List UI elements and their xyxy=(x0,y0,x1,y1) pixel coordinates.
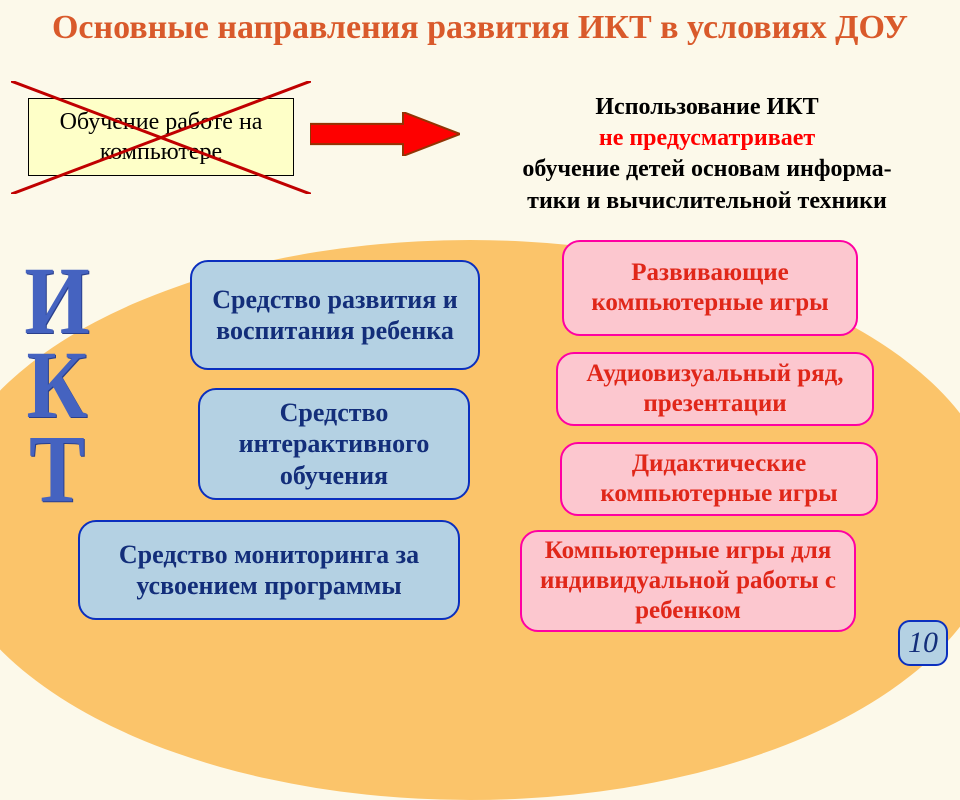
description-text: Использование ИКТне предусматриваетобуче… xyxy=(472,92,942,217)
crossed-out-box: Обучение работе на компьютере xyxy=(28,98,294,176)
pink-box-1: Аудиовизуальный ряд, презентации xyxy=(556,352,874,426)
page-number: 10 xyxy=(898,620,948,666)
blue-box-0: Средство развития и воспитания ребенка xyxy=(190,260,480,370)
description-line: Использование ИКТ xyxy=(472,92,942,123)
crossed-out-label: Обучение работе на компьютере xyxy=(29,107,293,167)
description-line: обучение детей основам информа- xyxy=(472,154,942,185)
description-line: не предусматривает xyxy=(472,123,942,154)
description-line: тики и вычислительной техники xyxy=(472,186,942,217)
pink-box-3: Компьютерные игры для индивидуальной раб… xyxy=(520,530,856,632)
pink-box-0: Развивающие компьютерные игры xyxy=(562,240,858,336)
pink-box-2: Дидактические компьютерные игры xyxy=(560,442,878,516)
arrow-right-icon xyxy=(310,112,460,156)
blue-box-2: Средство мониторинга за усвоением програ… xyxy=(78,520,460,620)
ikt-letter: Т xyxy=(8,422,108,519)
blue-box-1: Средство интерактивного обучения xyxy=(198,388,470,500)
